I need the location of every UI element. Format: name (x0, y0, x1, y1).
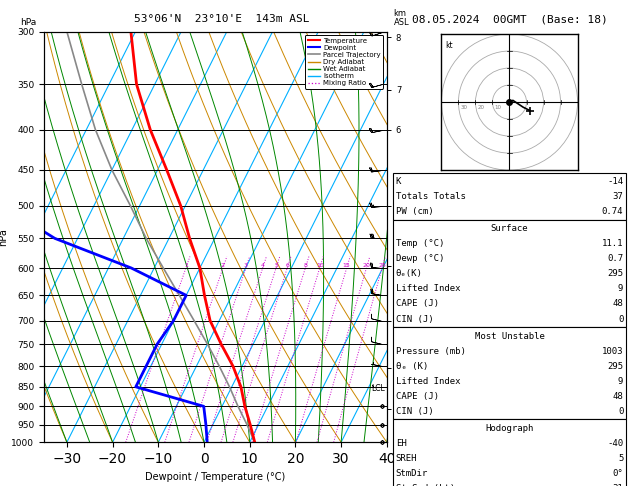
Text: StmDir: StmDir (396, 469, 428, 478)
Text: 9: 9 (618, 377, 623, 386)
Text: 295: 295 (607, 362, 623, 371)
Text: 2: 2 (221, 263, 225, 268)
Text: Lifted Index: Lifted Index (396, 377, 460, 386)
Text: 295: 295 (607, 269, 623, 278)
Text: km
ASL: km ASL (394, 9, 409, 28)
Text: CAPE (J): CAPE (J) (396, 299, 438, 309)
Legend: Temperature, Dewpoint, Parcel Trajectory, Dry Adiabat, Wet Adiabat, Isotherm, Mi: Temperature, Dewpoint, Parcel Trajectory… (305, 35, 383, 89)
Text: 10: 10 (494, 105, 501, 110)
Text: θₑ(K): θₑ(K) (396, 269, 423, 278)
Text: 48: 48 (613, 392, 623, 401)
Text: 3: 3 (244, 263, 248, 268)
Text: -40: -40 (607, 439, 623, 448)
Text: 30: 30 (460, 105, 467, 110)
Text: 0.7: 0.7 (607, 254, 623, 263)
Text: 08.05.2024  00GMT  (Base: 18): 08.05.2024 00GMT (Base: 18) (411, 14, 608, 24)
Text: -14: -14 (607, 177, 623, 186)
Text: PW (cm): PW (cm) (396, 207, 433, 216)
Text: SREH: SREH (396, 454, 417, 463)
Text: 1003: 1003 (602, 347, 623, 356)
Text: 0.74: 0.74 (602, 207, 623, 216)
Text: 11.1: 11.1 (602, 239, 623, 248)
Text: Most Unstable: Most Unstable (474, 331, 545, 341)
Text: 15: 15 (343, 263, 350, 268)
Text: 0°: 0° (613, 469, 623, 478)
Text: K: K (396, 177, 401, 186)
X-axis label: Dewpoint / Temperature (°C): Dewpoint / Temperature (°C) (145, 471, 286, 482)
Text: 9: 9 (618, 284, 623, 294)
Text: 10: 10 (316, 263, 323, 268)
Text: LCL: LCL (372, 384, 386, 393)
Text: Hodograph: Hodograph (486, 424, 533, 433)
Text: EH: EH (396, 439, 406, 448)
Text: 37: 37 (613, 192, 623, 201)
Text: θₑ (K): θₑ (K) (396, 362, 428, 371)
Text: CIN (J): CIN (J) (396, 407, 433, 416)
Text: 25: 25 (378, 263, 386, 268)
Text: Pressure (mb): Pressure (mb) (396, 347, 465, 356)
Text: Surface: Surface (491, 224, 528, 233)
Text: 8: 8 (303, 263, 308, 268)
Y-axis label: Mixing Ratio (g/kg): Mixing Ratio (g/kg) (403, 200, 413, 274)
Y-axis label: hPa: hPa (0, 228, 9, 246)
Text: Totals Totals: Totals Totals (396, 192, 465, 201)
Text: Temp (°C): Temp (°C) (396, 239, 444, 248)
Text: 5: 5 (618, 454, 623, 463)
Text: StmSpd (kt): StmSpd (kt) (396, 484, 455, 486)
Text: 6: 6 (286, 263, 289, 268)
Text: kt: kt (445, 41, 452, 50)
Text: 20: 20 (362, 263, 370, 268)
Text: 4: 4 (260, 263, 265, 268)
Text: CAPE (J): CAPE (J) (396, 392, 438, 401)
Text: Dewp (°C): Dewp (°C) (396, 254, 444, 263)
Text: hPa: hPa (20, 18, 36, 28)
Text: 1: 1 (184, 263, 188, 268)
Text: 48: 48 (613, 299, 623, 309)
Text: 31: 31 (613, 484, 623, 486)
Text: CIN (J): CIN (J) (396, 314, 433, 324)
Text: 0: 0 (618, 314, 623, 324)
Text: 20: 20 (477, 105, 484, 110)
Text: 5: 5 (274, 263, 278, 268)
Text: Lifted Index: Lifted Index (396, 284, 460, 294)
Text: 53°06'N  23°10'E  143m ASL: 53°06'N 23°10'E 143m ASL (134, 14, 309, 24)
Text: 0: 0 (618, 407, 623, 416)
